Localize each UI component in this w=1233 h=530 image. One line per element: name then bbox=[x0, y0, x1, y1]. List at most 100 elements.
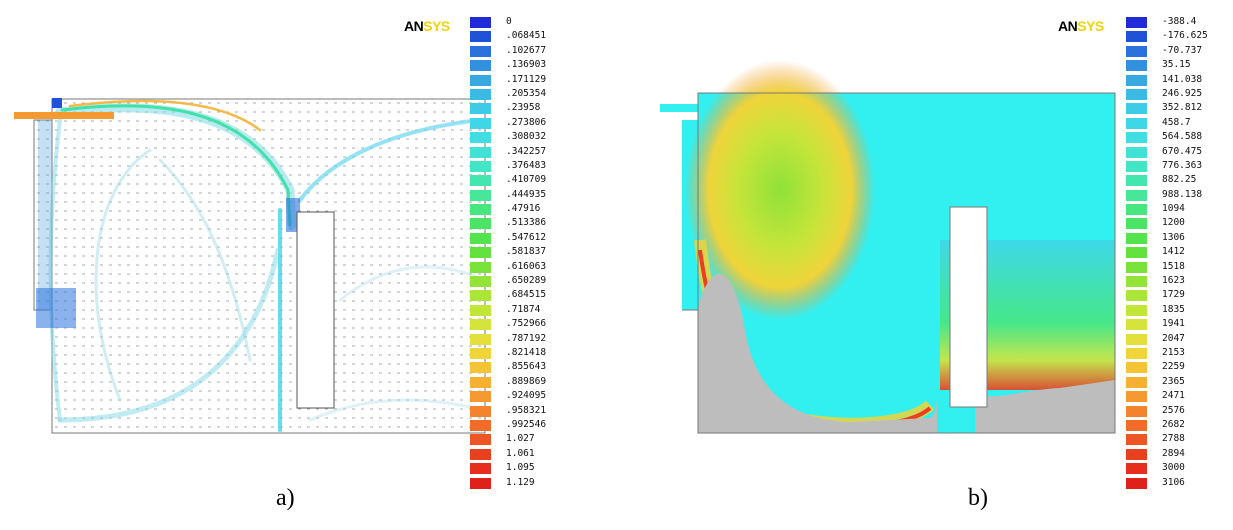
legend-swatch bbox=[470, 60, 491, 72]
legend-swatch bbox=[470, 290, 491, 302]
legend-label: 670.475 bbox=[1162, 145, 1203, 157]
legend-swatch bbox=[1126, 74, 1147, 86]
legend-label: 2259 bbox=[1162, 361, 1185, 373]
legend-label: 2788 bbox=[1162, 433, 1185, 445]
domain-fill bbox=[660, 60, 1115, 433]
legend-swatch bbox=[470, 247, 491, 259]
legend-swatch bbox=[470, 391, 491, 403]
legend-swatch bbox=[470, 347, 491, 359]
legend-label: 141.038 bbox=[1162, 73, 1203, 85]
legend-swatch bbox=[470, 132, 491, 144]
domain-outline bbox=[697, 92, 1116, 434]
legend-swatch bbox=[470, 477, 491, 489]
legend-label: .924095 bbox=[506, 390, 547, 402]
legend-swatch bbox=[470, 419, 491, 431]
legend-label: 1518 bbox=[1162, 260, 1185, 272]
legend-label: .102677 bbox=[506, 44, 547, 56]
legend-label: 1306 bbox=[1162, 231, 1185, 243]
legend-swatch bbox=[1126, 434, 1147, 446]
legend-swatch bbox=[470, 146, 491, 158]
legend-swatch bbox=[470, 261, 491, 273]
panel-b-contour-field: ANSYS -388.4 -176.625 -70.737 35.15 141.038 2… bbox=[640, 0, 1233, 489]
legend-label: 1.129 bbox=[506, 476, 535, 488]
legend-swatch bbox=[1126, 146, 1147, 158]
legend-label: 3106 bbox=[1162, 476, 1185, 488]
legend-swatch bbox=[1126, 103, 1147, 115]
legend-swatch bbox=[1126, 17, 1147, 28]
legend-swatch bbox=[470, 189, 491, 201]
legend-label: .889869 bbox=[506, 375, 547, 387]
jet-flow-vectors bbox=[48, 99, 486, 432]
legend-swatch bbox=[1126, 232, 1147, 244]
legend-label: 1729 bbox=[1162, 289, 1185, 301]
legend-label: .581837 bbox=[506, 246, 547, 258]
inlet-regions bbox=[14, 98, 300, 328]
legend-label: 1.061 bbox=[506, 447, 535, 459]
legend-label: .547612 bbox=[506, 231, 547, 243]
legend-label: -176.625 bbox=[1162, 30, 1208, 42]
solid-deposit bbox=[698, 273, 937, 433]
legend-label: .958321 bbox=[506, 404, 547, 416]
legend-swatch bbox=[470, 175, 491, 187]
legend-label: 2365 bbox=[1162, 375, 1185, 387]
legend-swatch bbox=[1126, 347, 1147, 359]
legend-label: .410709 bbox=[506, 174, 547, 186]
legend-label: 2153 bbox=[1162, 346, 1185, 358]
legend-swatch bbox=[1126, 218, 1147, 230]
contour-field-plot bbox=[660, 60, 1116, 434]
legend-label: 3000 bbox=[1162, 462, 1185, 474]
legend-label: -70.737 bbox=[1162, 44, 1203, 56]
legend-label: 1.027 bbox=[506, 433, 535, 445]
legend-label: .444935 bbox=[506, 188, 547, 200]
legend-swatch bbox=[1126, 376, 1147, 388]
legend-label: 1835 bbox=[1162, 303, 1185, 315]
legend-label: 1.095 bbox=[506, 462, 535, 474]
legend-label: .068451 bbox=[506, 30, 547, 42]
legend-label: .787192 bbox=[506, 332, 547, 344]
legend-label: 1200 bbox=[1162, 217, 1185, 229]
legend-label: 458.7 bbox=[1162, 116, 1191, 128]
legend-swatch bbox=[470, 17, 491, 28]
legend-swatch bbox=[1126, 477, 1147, 489]
legend-swatch bbox=[470, 117, 491, 129]
legend-label: 1941 bbox=[1162, 318, 1185, 330]
legend-label: 1623 bbox=[1162, 275, 1185, 287]
baffle-wall bbox=[949, 206, 988, 408]
ansys-logo: ANSYS bbox=[404, 18, 450, 34]
legend-swatch bbox=[470, 45, 491, 57]
legend-label: .616063 bbox=[506, 260, 547, 272]
legend-swatch bbox=[470, 218, 491, 230]
legend-label: .308032 bbox=[506, 131, 547, 143]
legend-swatch bbox=[470, 304, 491, 316]
legend-label: 246.925 bbox=[1162, 87, 1203, 99]
legend-label: .23958 bbox=[506, 102, 541, 114]
legend-label: 564.588 bbox=[1162, 131, 1203, 143]
legend-swatch bbox=[1126, 261, 1147, 273]
legend-label: .376483 bbox=[506, 159, 547, 171]
legend-swatch bbox=[1126, 463, 1147, 475]
legend-swatch bbox=[1126, 319, 1147, 331]
legend-label: .205354 bbox=[506, 87, 547, 99]
legend-swatch bbox=[1126, 175, 1147, 187]
legend-swatch bbox=[1126, 304, 1147, 316]
legend-swatch bbox=[1126, 31, 1147, 43]
legend-swatch bbox=[470, 204, 491, 216]
caption-b: b) bbox=[968, 485, 988, 511]
legend-label: .273806 bbox=[506, 116, 547, 128]
legend-swatch bbox=[470, 276, 491, 288]
legend-label: .71874 bbox=[506, 303, 541, 315]
legend-swatch bbox=[470, 232, 491, 244]
legend-label: 2471 bbox=[1162, 390, 1185, 402]
legend-swatch bbox=[1126, 405, 1147, 417]
legend-label: .992546 bbox=[506, 418, 547, 430]
legend-swatch bbox=[470, 160, 491, 172]
legend-swatch bbox=[470, 319, 491, 331]
legend-label: 2576 bbox=[1162, 404, 1185, 416]
caption-a: a) bbox=[276, 485, 295, 511]
legend-swatch bbox=[1126, 362, 1147, 374]
legend-label: .684515 bbox=[506, 289, 547, 301]
legend-swatch bbox=[1126, 88, 1147, 100]
legend-swatch bbox=[470, 333, 491, 345]
legend-swatch bbox=[1126, 60, 1147, 72]
